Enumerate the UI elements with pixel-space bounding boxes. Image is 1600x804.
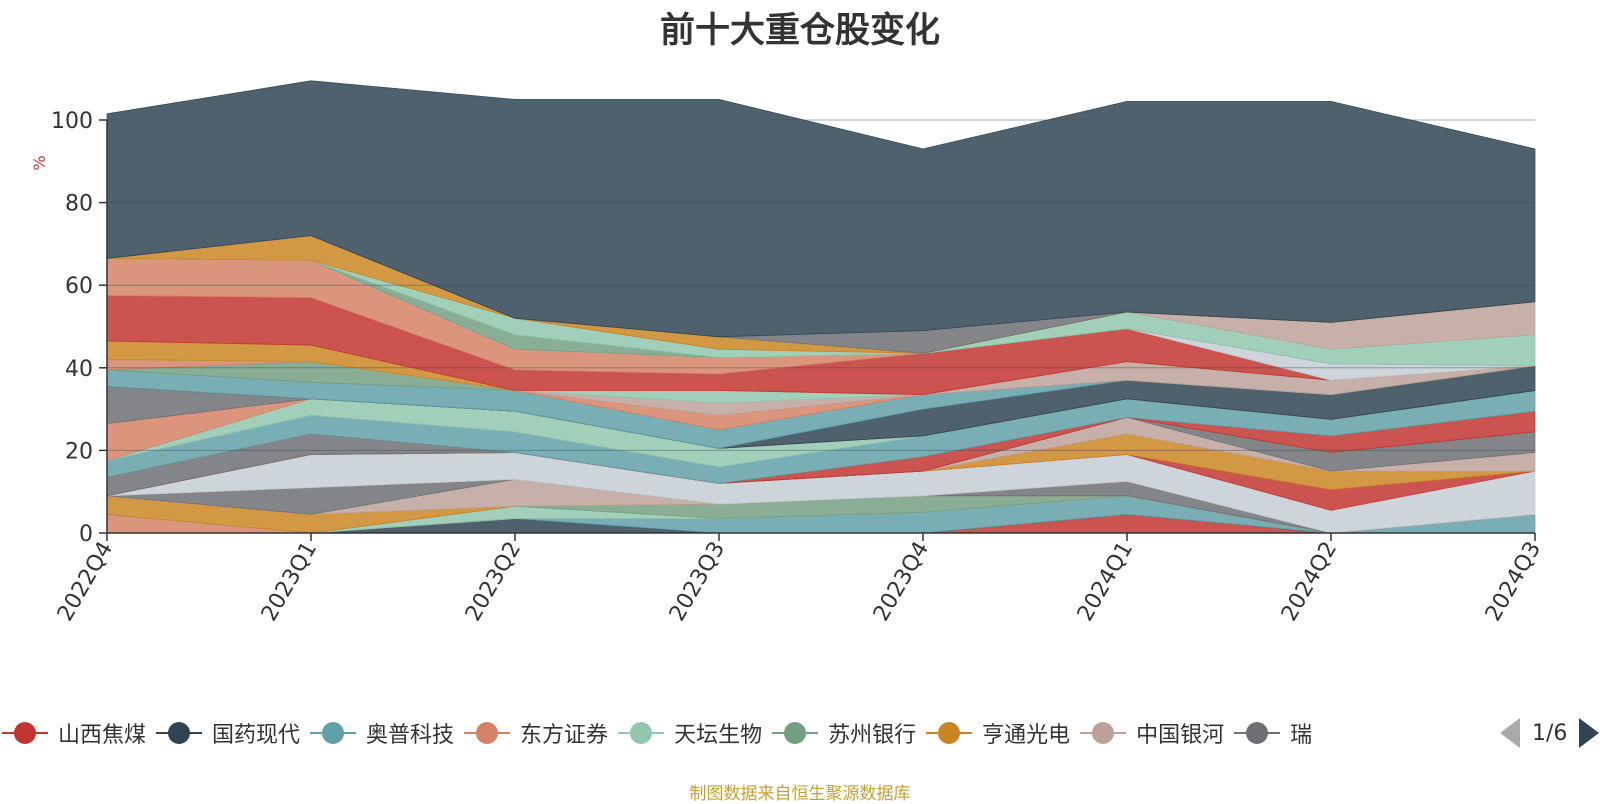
y-tick-label: 100 bbox=[51, 109, 93, 134]
source-note: 制图数据来自恒生聚源数据库 bbox=[689, 784, 911, 804]
legend-symbol-icon bbox=[462, 712, 512, 754]
legend-item[interactable]: 山西焦煤 bbox=[0, 712, 146, 754]
legend-symbol-icon bbox=[616, 712, 666, 754]
grid-lines bbox=[107, 119, 1535, 451]
x-tick-label: 2024Q2 bbox=[1277, 538, 1342, 626]
legend-page-indicator: 1/6 bbox=[1532, 720, 1568, 746]
x-tick-label: 2022Q4 bbox=[53, 538, 118, 626]
legend-item[interactable]: 天坛生物 bbox=[616, 712, 762, 754]
legend-item[interactable]: 瑞 bbox=[1232, 712, 1312, 754]
legend-label: 瑞 bbox=[1290, 723, 1313, 748]
x-tick-label: 2023Q3 bbox=[665, 538, 730, 626]
legend-symbol-icon bbox=[770, 712, 820, 754]
y-tick-label: 40 bbox=[65, 357, 93, 382]
x-tick-label: 2023Q2 bbox=[461, 538, 526, 626]
stacked-area-chart: 0 20 40 60 80 100 2022Q4 2023Q1 2023Q2 2023Q3 2023… bbox=[30, 80, 1546, 626]
x-tick-label: 2023Q1 bbox=[257, 538, 322, 626]
legend-symbol-icon bbox=[1232, 712, 1282, 754]
legend-symbol-icon bbox=[924, 712, 974, 754]
legend-item[interactable]: 东方证券 bbox=[462, 712, 608, 754]
legend-prev-icon[interactable] bbox=[1500, 718, 1520, 748]
area-series-34 bbox=[106, 80, 1536, 338]
legend: 山西焦煤 国药现代 奥普科技 东方证券 天坛生物 苏州银行 亨通光电 中国银河 瑞 1/6 bbox=[0, 712, 1600, 754]
y-tick-label: 60 bbox=[65, 274, 93, 299]
chart-title: 前十大重仓股变化 bbox=[659, 11, 940, 51]
legend-symbol-icon bbox=[0, 712, 50, 754]
legend-label: 天坛生物 bbox=[674, 723, 763, 748]
legend-item[interactable]: 中国银河 bbox=[1078, 712, 1224, 754]
x-tick-label: 2024Q3 bbox=[1481, 538, 1546, 626]
legend-pager: 1/6 bbox=[1498, 712, 1600, 754]
legend-label: 国药现代 bbox=[212, 723, 301, 748]
legend-label: 东方证券 bbox=[520, 723, 609, 748]
legend-label: 亨通光电 bbox=[982, 723, 1071, 748]
legend-item[interactable]: 奥普科技 bbox=[308, 712, 454, 754]
x-tick-label: 2023Q4 bbox=[869, 538, 934, 626]
legend-label: 山西焦煤 bbox=[58, 723, 147, 748]
legend-label: 奥普科技 bbox=[366, 723, 455, 748]
legend-symbol-icon bbox=[1078, 712, 1128, 754]
series-areas bbox=[106, 80, 1536, 534]
legend-item[interactable]: 苏州银行 bbox=[770, 712, 916, 754]
legend-label: 中国银河 bbox=[1136, 723, 1225, 748]
legend-symbol-icon bbox=[308, 712, 358, 754]
legend-next-icon[interactable] bbox=[1579, 718, 1600, 748]
y-axis-label: % bbox=[30, 155, 49, 170]
x-tick-label: 2024Q1 bbox=[1073, 538, 1138, 626]
legend-items: 山西焦煤 国药现代 奥普科技 东方证券 天坛生物 苏州银行 亨通光电 中国银河 瑞 bbox=[0, 712, 1485, 754]
legend-item[interactable]: 国药现代 bbox=[154, 712, 300, 754]
legend-item[interactable]: 亨通光电 bbox=[924, 712, 1070, 754]
legend-label: 苏州银行 bbox=[828, 723, 917, 748]
y-tick-label: 80 bbox=[65, 192, 93, 217]
y-tick-label: 0 bbox=[79, 522, 93, 547]
legend-symbol-icon bbox=[154, 712, 204, 754]
y-tick-label: 20 bbox=[65, 439, 93, 464]
